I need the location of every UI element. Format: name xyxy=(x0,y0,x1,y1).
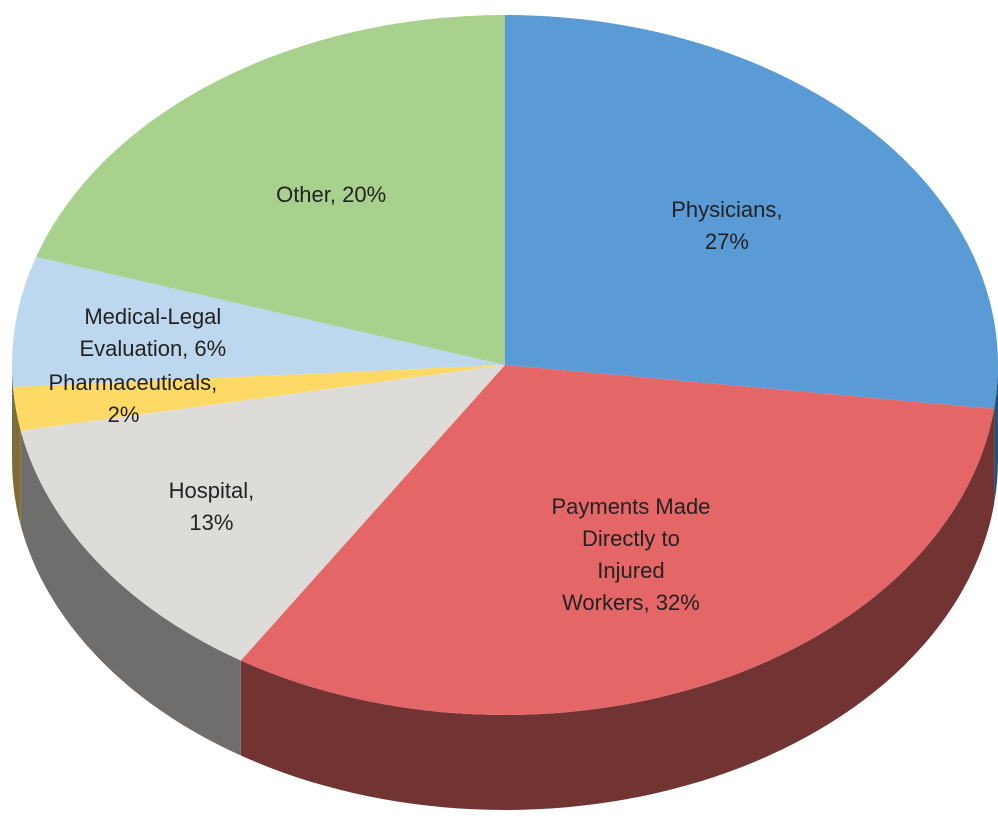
slice-side xyxy=(240,408,995,811)
slice-value: 2% xyxy=(107,402,140,428)
slice-value: 13% xyxy=(189,509,234,535)
slice xyxy=(12,365,506,431)
slice-side xyxy=(12,386,21,526)
slice xyxy=(505,15,998,409)
slice-category: Medical-Legal Evaluation, xyxy=(79,304,222,362)
slice-label: Physicians, 27% xyxy=(652,194,802,258)
slice-category: Payments Made Directly to Injured Worker… xyxy=(551,494,711,615)
slice-label: Medical-Legal Evaluation, 6% xyxy=(53,301,253,365)
slice xyxy=(20,365,505,661)
slice-side xyxy=(20,430,241,756)
slice-category: Other, xyxy=(276,182,336,208)
slice-category: Physicians, xyxy=(671,197,783,223)
slice-value: 6% xyxy=(194,336,227,362)
slice xyxy=(36,15,505,365)
slice-side xyxy=(994,365,998,504)
slice xyxy=(12,256,505,387)
slice-value: 32% xyxy=(655,590,700,615)
slice-label: Payments Made Directly to Injured Worker… xyxy=(551,491,711,619)
slice-side xyxy=(12,365,13,482)
slice-category: Pharmaceuticals, xyxy=(48,370,218,396)
slice-label: Hospital, 13% xyxy=(151,475,271,539)
slice xyxy=(240,365,995,716)
slice-value: 20% xyxy=(342,182,387,208)
slice-label: Other, 20% xyxy=(271,179,391,211)
slice-label: Pharmaceuticals, 2% xyxy=(48,367,217,431)
slice-value: 27% xyxy=(704,229,749,255)
slice-category: Hospital, xyxy=(168,477,255,503)
